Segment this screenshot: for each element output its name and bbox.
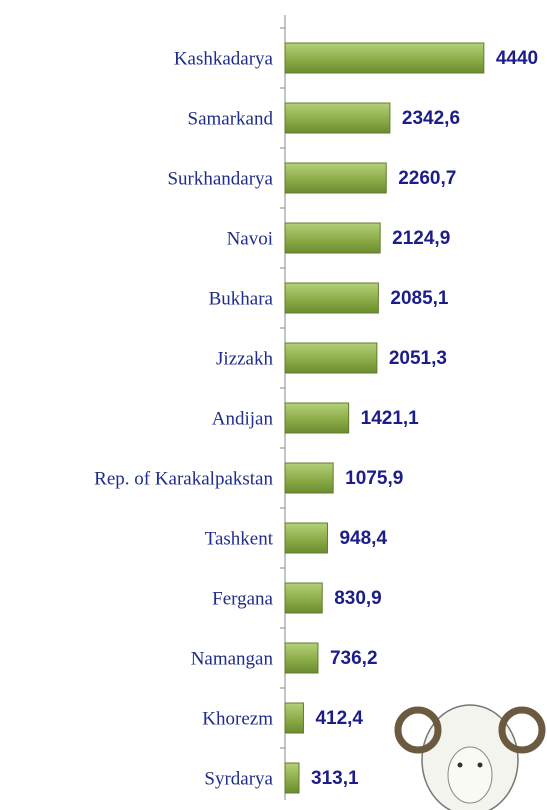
bar [284, 642, 319, 674]
bar [284, 582, 323, 614]
category-label: Bukhara [209, 288, 274, 309]
bar [284, 522, 328, 554]
bar [284, 462, 334, 494]
value-label: 412,4 [315, 708, 363, 729]
bar [284, 42, 485, 74]
ram-illustration [394, 704, 546, 810]
value-label: 736,2 [330, 648, 378, 669]
category-label: Surkhandarya [167, 168, 273, 189]
category-label: Syrdarya [204, 768, 273, 789]
category-label: Namangan [191, 648, 274, 669]
bar [284, 342, 378, 374]
value-label: 313,1 [311, 768, 359, 789]
bar [284, 702, 304, 734]
value-label: 2342,6 [402, 108, 460, 129]
category-label: Jizzakh [216, 348, 273, 369]
bar [284, 102, 391, 134]
value-label: 2051,3 [389, 348, 447, 369]
category-label: Fergana [212, 588, 273, 609]
value-label: 2124,9 [392, 228, 450, 249]
value-label: 830,9 [334, 588, 382, 609]
category-label: Rep. of Karakalpakstan [94, 468, 273, 489]
value-label: 2085,1 [390, 288, 449, 309]
bar [284, 762, 300, 794]
value-label: 1421,1 [361, 408, 420, 429]
value-label: 1075,9 [345, 468, 403, 489]
category-label: Navoi [227, 228, 273, 249]
bar [284, 162, 387, 194]
bar [284, 402, 350, 434]
category-label: Kashkadarya [174, 48, 274, 69]
category-label: Andijan [212, 408, 274, 429]
bar [284, 282, 379, 314]
value-label: 2260,7 [398, 168, 456, 189]
category-label: Samarkand [188, 108, 274, 129]
bar [284, 222, 381, 254]
category-label: Khorezm [202, 708, 273, 729]
category-label: Tashkent [205, 528, 274, 549]
value-label: 4440 [496, 48, 538, 69]
value-label: 948,4 [339, 528, 387, 549]
